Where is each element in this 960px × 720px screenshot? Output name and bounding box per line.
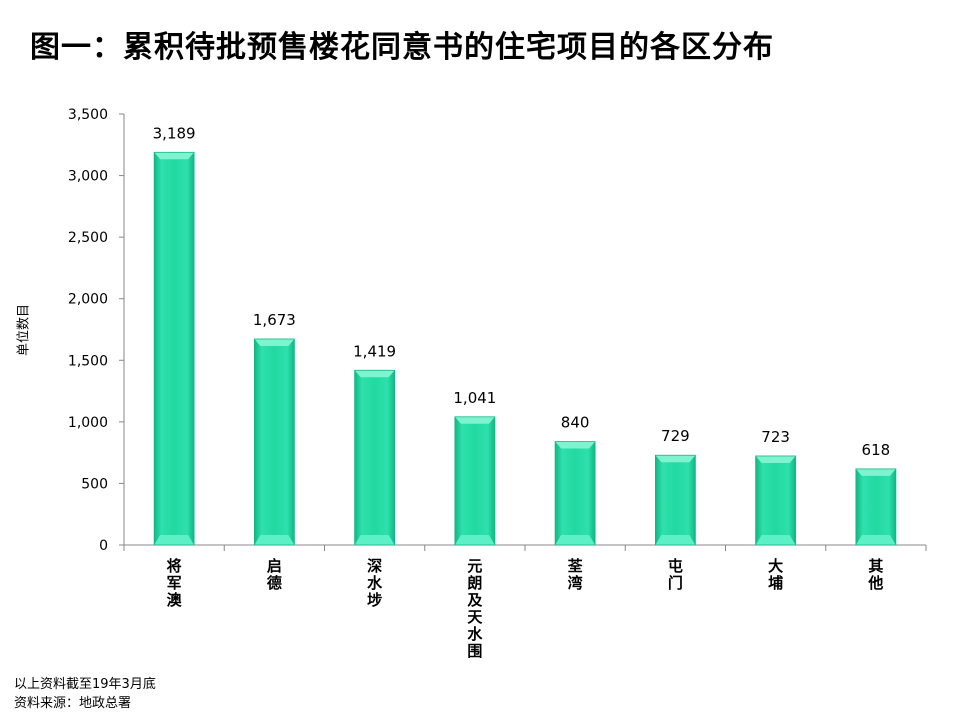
- category-label: 深水埗: [367, 557, 383, 609]
- category-label: 将军澳: [167, 557, 183, 609]
- chart-title: 图一：累积待批预售楼花同意书的住宅项目的各区分布: [30, 30, 774, 65]
- y-tick-label: 1,000: [68, 415, 108, 431]
- bar-outline: [755, 455, 797, 546]
- bar-outline: [554, 441, 596, 546]
- bar-bevel-bottom: [855, 535, 896, 545]
- category-label: 启德: [267, 557, 282, 592]
- bar-outline: [354, 369, 396, 546]
- y-tick-label: 0: [99, 538, 108, 554]
- bar-value-label: 618: [862, 441, 891, 459]
- bar-bevel-top: [254, 338, 295, 346]
- bar-value-label: 729: [661, 427, 690, 445]
- bar: [755, 455, 796, 545]
- bar: [154, 152, 195, 545]
- bar: [555, 441, 596, 545]
- bar: [855, 468, 896, 545]
- y-tick-label: 2,500: [68, 230, 108, 246]
- bar: [655, 455, 696, 545]
- bar-outline: [454, 416, 496, 546]
- bar: [254, 338, 295, 545]
- bar: [354, 370, 395, 545]
- footnote-as-of: 以上资料截至19年3月底: [14, 677, 156, 692]
- bar-bevel-bottom: [655, 535, 696, 545]
- bar-value-label: 3,189: [153, 124, 196, 142]
- bar-bevel-top: [354, 370, 395, 378]
- bar-value-label: 723: [761, 428, 790, 446]
- category-label: 荃湾: [568, 557, 583, 592]
- bar-outline: [153, 151, 195, 546]
- y-axis-label: 单位数目: [16, 303, 32, 357]
- bar-outline: [654, 454, 696, 546]
- y-tick-label: 2,000: [68, 292, 108, 308]
- bar-outline: [855, 468, 897, 546]
- bar-bevel-bottom: [755, 535, 796, 545]
- bar-value-label: 1,673: [253, 311, 296, 329]
- y-tick-label: 1,500: [68, 353, 108, 369]
- bar-bevel-top: [454, 416, 495, 424]
- bar-bevel-top: [655, 455, 696, 463]
- category-label: 元朗及天水围: [467, 557, 483, 660]
- bar-outline: [253, 338, 295, 546]
- bar-bevel-bottom: [254, 535, 295, 545]
- bar-bevel-top: [855, 468, 896, 476]
- bar-bevel-top: [755, 455, 796, 463]
- bar-bevel-bottom: [555, 535, 596, 545]
- bar-value-label: 1,041: [453, 389, 496, 407]
- category-label: 屯门: [668, 557, 683, 592]
- bar-value-label: 840: [561, 414, 590, 432]
- bar-bevel-bottom: [454, 535, 495, 545]
- category-label: 大埔: [768, 557, 783, 592]
- bar-value-label: 1,419: [353, 342, 396, 360]
- bar-bevel-top: [555, 441, 596, 449]
- footnote-source: 资料来源：地政总署: [14, 696, 132, 711]
- bar-bevel-bottom: [354, 535, 395, 545]
- bar: [454, 416, 495, 545]
- category-label: 其他: [867, 557, 883, 592]
- y-tick-label: 500: [81, 476, 108, 492]
- bar-bevel-bottom: [154, 535, 195, 545]
- y-tick-label: 3,000: [68, 169, 108, 185]
- bar-bevel-top: [154, 152, 195, 160]
- y-tick-label: 3,500: [68, 107, 108, 123]
